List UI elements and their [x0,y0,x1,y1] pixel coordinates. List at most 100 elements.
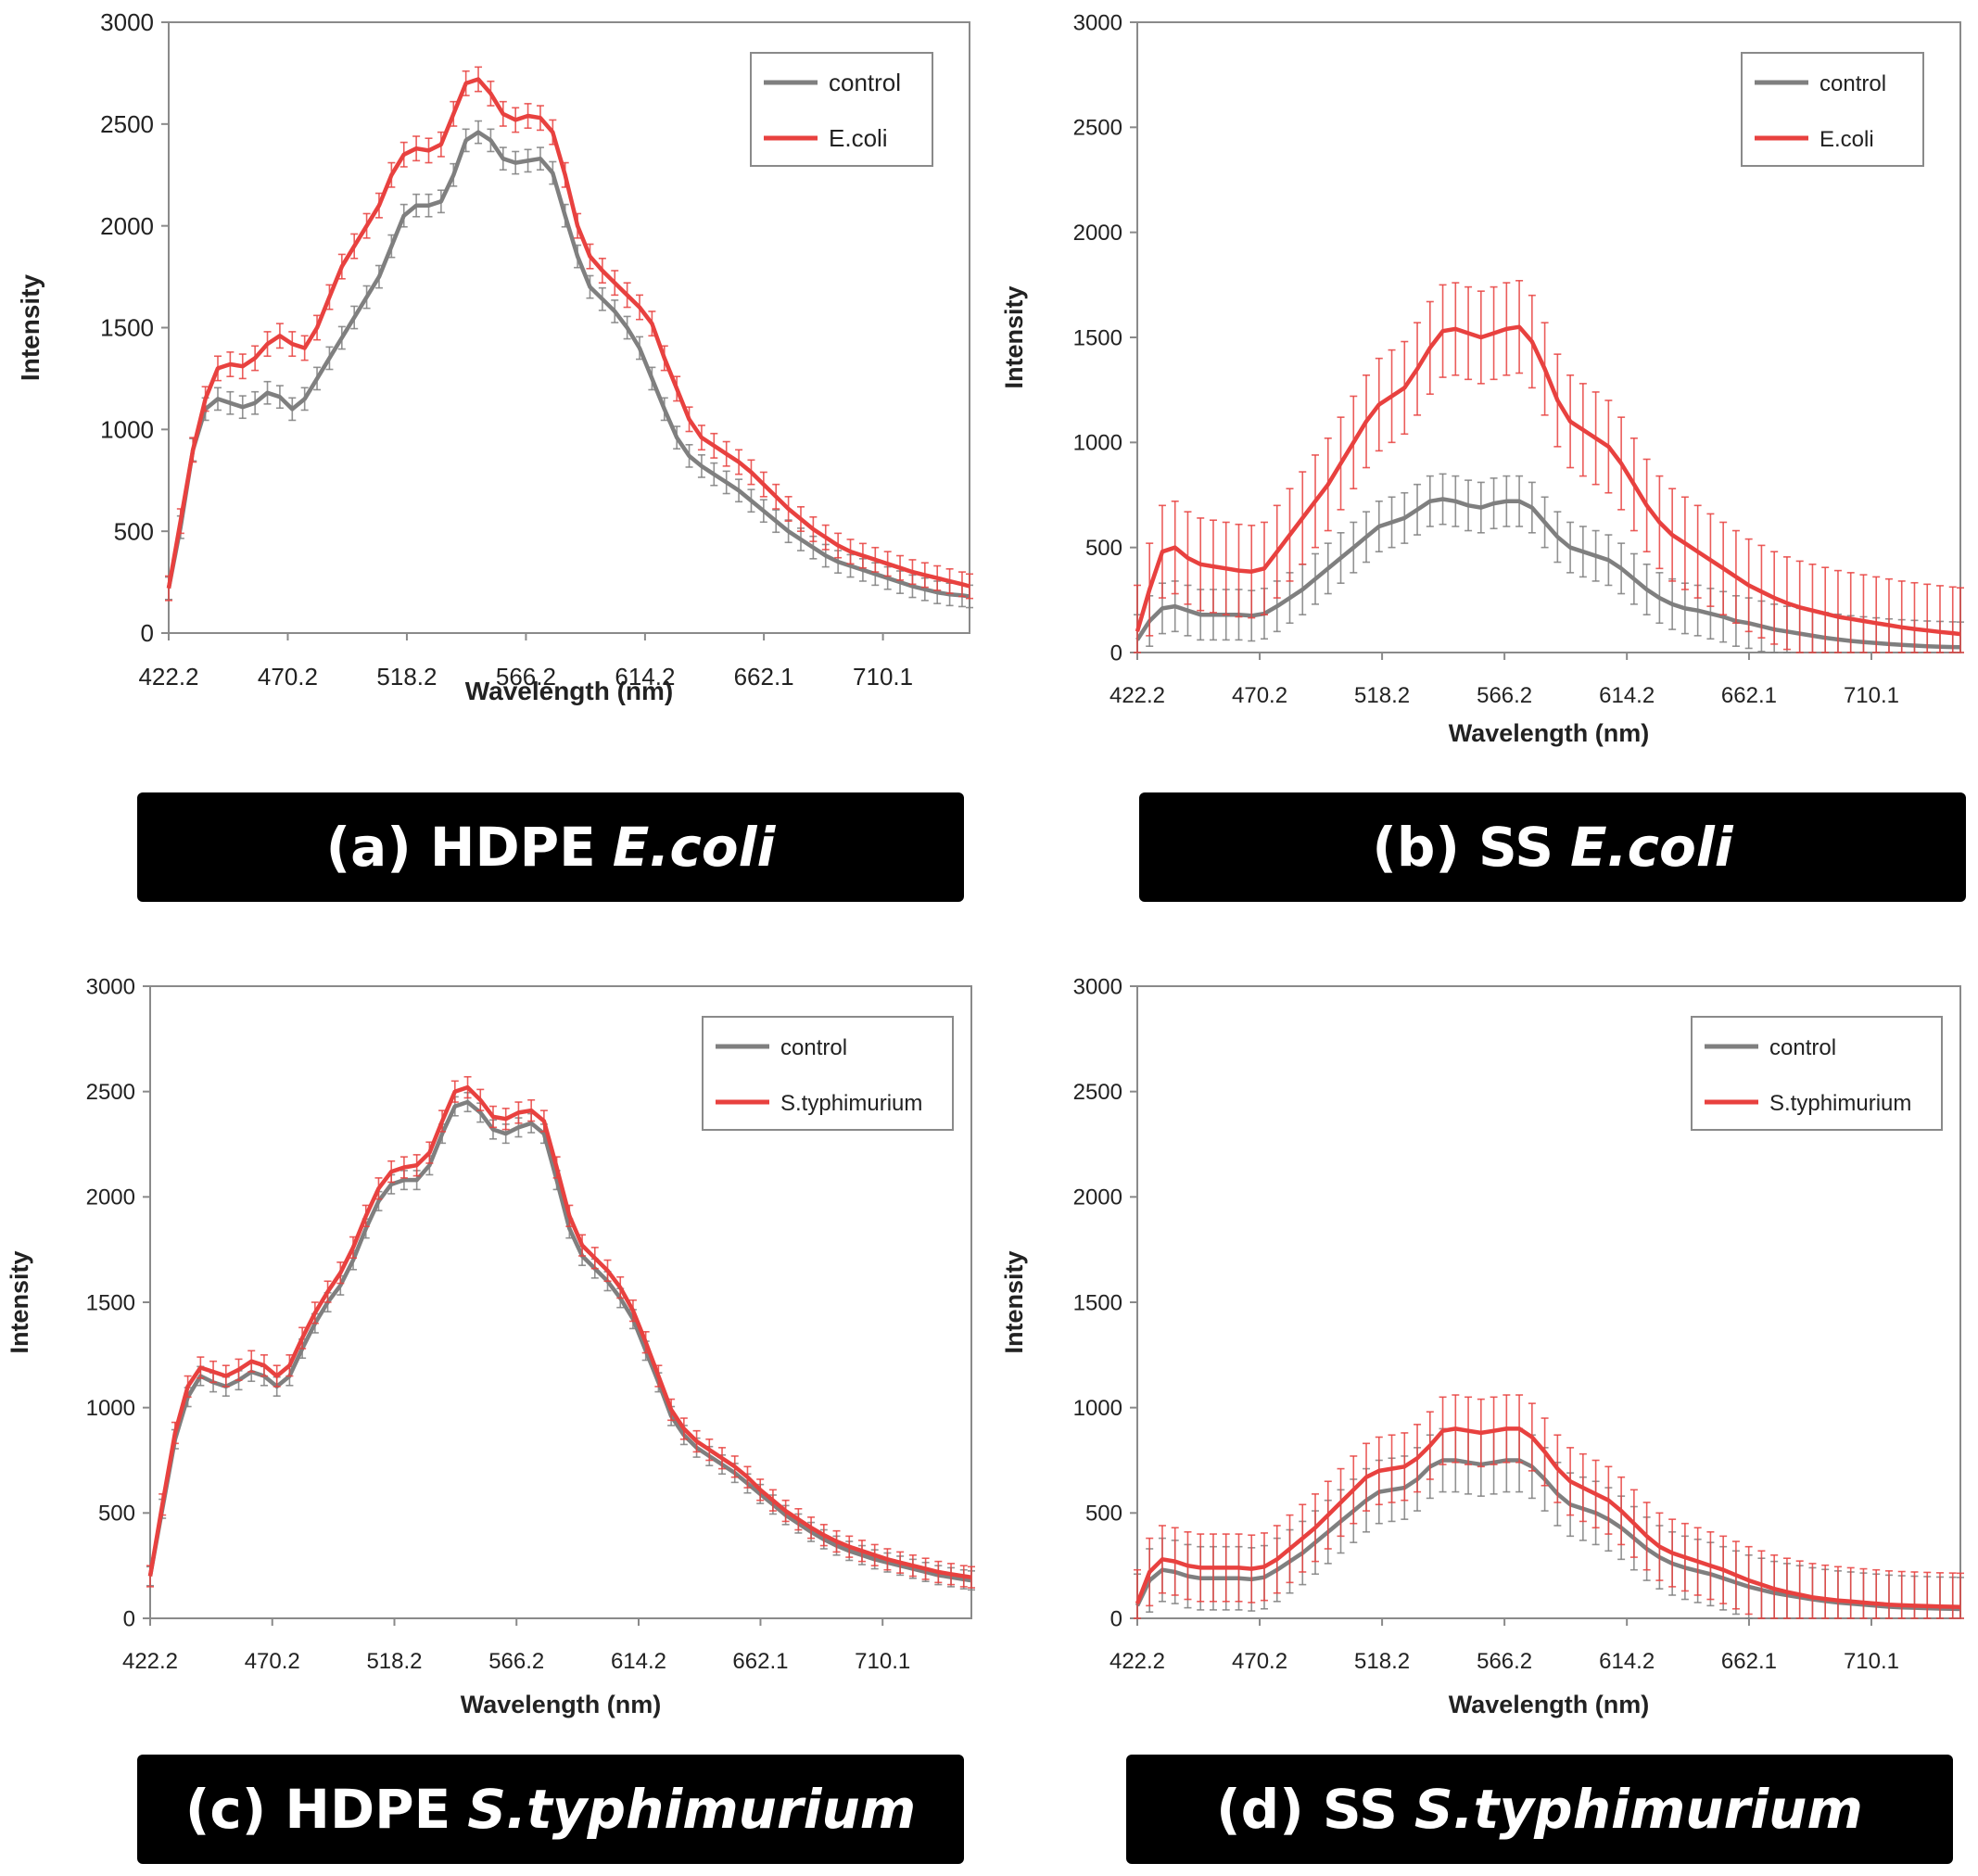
legend-label: S.typhimurium [1769,1091,1911,1116]
panel-label-a-text: (a) HDPE [325,816,596,879]
x-axis-title: Wavelength (nm) [461,1691,662,1718]
x-tick-label: 710.1 [855,1649,910,1674]
x-axis-title: Wavelength (nm) [1449,719,1650,747]
x-tick-label: 662.1 [732,1649,788,1674]
series-s-typhimurium [146,1075,975,1589]
y-tick-label: 500 [1085,536,1122,561]
y-tick-label: 500 [114,517,154,545]
panel-label-d-text: (d) SS [1216,1778,1398,1841]
series-control [1134,473,1964,653]
legend-box [1691,1016,1943,1131]
series-control [146,1092,975,1591]
x-axis-title: Wavelength (nm) [1449,1691,1650,1718]
legend-label: control [1769,1035,1836,1060]
y-tick-label: 1000 [86,1396,135,1421]
x-tick-label: 614.2 [1599,1649,1655,1674]
chart-d-ss-styphimurium: 0 500 1000 1500 2000 2500 3000 422.2 470.2 518.2 5… [1000,974,1964,1718]
y-tick-label: 1000 [100,415,154,443]
x-tick-label: 422.2 [122,1649,178,1674]
x-tick-label: 662.1 [1721,1649,1777,1674]
y-tick-label: 2000 [1073,1185,1122,1211]
x-tick-label: 710.1 [1844,1649,1899,1674]
legend: control S.typhimurium [1691,1016,1943,1131]
panel-label-b-species: E.coli [1570,816,1733,879]
legend-label: control [1820,71,1886,96]
panel-label-c-text: (c) HDPE [184,1778,451,1841]
legend-box [1741,52,1924,167]
y-axis-title: Intensity [16,274,44,382]
x-tick-label: 662.1 [734,663,794,691]
legend-label: S.typhimurium [780,1091,922,1116]
legend-box [750,52,933,167]
y-tick-label: 2500 [100,110,154,138]
series-e-coli [165,66,973,602]
x-tick-label: 710.1 [1844,683,1899,708]
series-e-coli [1134,279,1964,653]
chart-a-hdpe-ecoli: 0 500 1000 1500 2000 2500 3000 422.2 470.2 518.2 5… [16,8,973,705]
legend-label: E.coli [1820,127,1874,152]
y-tick-label: 0 [123,1606,135,1631]
legend: control E.coli [750,52,933,167]
y-tick-label: 3000 [1073,974,1122,999]
y-tick-label: 1000 [1073,431,1122,456]
y-tick-label: 1500 [1073,1290,1122,1315]
x-tick-label: 470.2 [258,663,318,691]
legend-label: control [780,1035,847,1060]
y-tick-label: 1500 [86,1290,135,1315]
x-tick-label: 662.1 [1721,683,1777,708]
x-tick-label: 518.2 [1354,1649,1410,1674]
panel-label-c-species: S.typhimurium [467,1778,917,1841]
x-tick-label: 518.2 [1354,683,1410,708]
series-line [1135,324,1961,637]
y-axis-title: Intensity [1000,285,1028,388]
x-axis-title: Wavelength (nm) [465,677,674,705]
series-line [147,1084,972,1579]
series-line [1135,497,1961,650]
y-tick-label: 2000 [1073,221,1122,246]
x-tick-label: 566.2 [496,663,556,691]
x-tick-label: 566.2 [488,1649,544,1674]
x-tick-label: 566.2 [1477,683,1532,708]
panel-label-b: (b) SS E.coli [1139,792,1966,902]
y-tick-label: 500 [98,1502,135,1527]
legend-label: E.coli [829,124,888,152]
x-tick-label: 518.2 [376,663,437,691]
legend-label: control [829,69,901,96]
legend: control S.typhimurium [702,1016,954,1131]
x-tick-label: 422.2 [1109,1649,1165,1674]
series-line [166,130,970,599]
x-tick-label: 470.2 [1232,683,1287,708]
panel-label-d-species: S.typhimurium [1414,1778,1863,1841]
y-tick-label: 2500 [86,1080,135,1105]
chart-c-hdpe-styphimurium: 0 500 1000 1500 2000 2500 3000 422.2 470.2 518.2 5… [6,974,975,1718]
x-tick-label: 710.1 [853,663,913,691]
x-tick-label: 518.2 [366,1649,422,1674]
legend: control E.coli [1741,52,1924,167]
y-tick-label: 2000 [86,1185,135,1211]
y-tick-label: 1500 [100,314,154,342]
panel-label-a: (a) HDPE E.coli [137,792,964,902]
x-tick-label: 470.2 [245,1649,300,1674]
y-tick-label: 0 [1110,640,1122,665]
y-tick-label: 3000 [100,8,154,36]
series-line [166,77,970,589]
legend-box [702,1016,954,1131]
x-tick-label: 614.2 [611,1649,666,1674]
panel-label-c: (c) HDPE S.typhimurium [137,1755,964,1864]
y-tick-label: 2000 [100,212,154,240]
y-tick-label: 1500 [1073,325,1122,350]
y-tick-label: 3000 [1073,10,1122,35]
series-line [147,1099,972,1583]
y-tick-label: 0 [1110,1606,1122,1631]
x-tick-label: 470.2 [1232,1649,1287,1674]
panel-label-d: (d) SS S.typhimurium [1126,1755,1953,1864]
y-axis-title: Intensity [1000,1250,1028,1353]
x-tick-label: 614.2 [615,663,675,691]
y-tick-label: 500 [1085,1502,1122,1527]
series-s-typhimurium [1134,1394,1964,1619]
y-tick-label: 2500 [1073,1080,1122,1105]
panel-label-a-species: E.coli [612,816,776,879]
x-tick-label: 422.2 [1109,683,1165,708]
series-line [1135,1458,1961,1612]
